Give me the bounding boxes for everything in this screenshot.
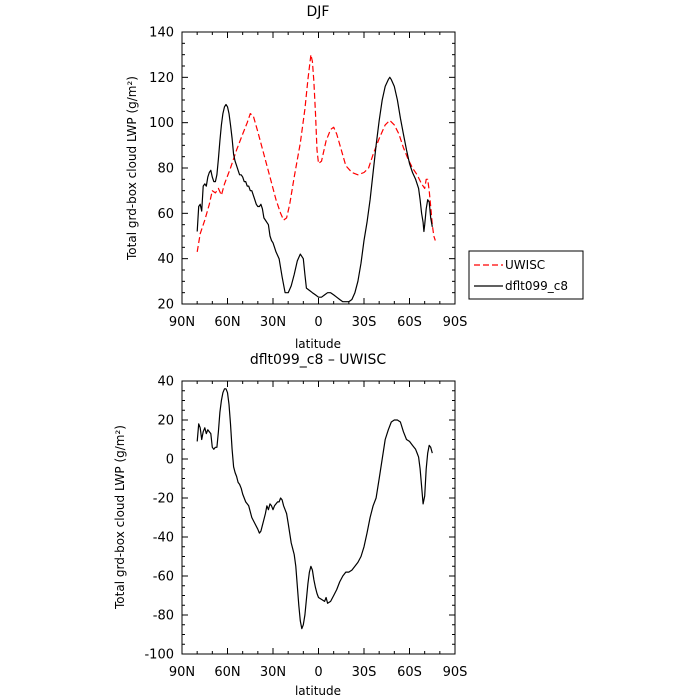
top-y-tick-label: 60	[157, 207, 174, 222]
top-x-tick-label: 60S	[397, 315, 422, 330]
top-x-axis-label: latitude	[295, 337, 341, 351]
top-x-tick-label: 30N	[260, 315, 286, 330]
bottom-x-tick-label: 90N	[169, 665, 195, 680]
top-series-dflt099-c8	[196, 76, 433, 303]
legend-label-uwisc: UWISC	[505, 258, 545, 272]
bottom-x-tick-label: 60S	[397, 665, 422, 680]
bottom-y-tick-label: 0	[166, 453, 174, 468]
legend: UWISC dflt099_c8	[468, 250, 584, 300]
top-y-tick-label: 120	[149, 71, 174, 86]
bottom-y-tick-label: -60	[153, 570, 174, 585]
bottom-chart: dflt099_c8 – UWISC 90N 60N 30N 0 30S 60S 90S -1…	[113, 352, 467, 698]
bottom-x-tick-label: 60N	[214, 665, 240, 680]
top-y-axis-label: Total grd-box cloud LWP (g/m²)	[125, 76, 139, 261]
bottom-y-tick-label: -100	[144, 648, 174, 663]
top-series-uwisc	[196, 54, 436, 252]
bottom-x-tick-label: 30S	[352, 665, 377, 680]
bottom-x-tick-label: 90S	[443, 665, 468, 680]
top-x-tick-label: 90N	[169, 315, 195, 330]
legend-label-dflt099-c8: dflt099_c8	[505, 279, 568, 293]
bottom-y-tick-label: -80	[153, 609, 174, 624]
bottom-series-difference	[196, 388, 433, 630]
bottom-y-tick-label: -40	[153, 531, 174, 546]
bottom-y-axis-label: Total grd-box cloud LWP (g/m²)	[113, 425, 127, 610]
bottom-y-tick-label: 20	[157, 414, 174, 429]
bottom-x-axis-label: latitude	[295, 684, 341, 698]
top-x-tick-label: 30S	[352, 315, 377, 330]
top-y-tick-label: 20	[157, 298, 174, 313]
top-x-tick-label: 0	[314, 315, 322, 330]
top-x-tick-label: 60N	[214, 315, 240, 330]
bottom-x-tick-label: 30N	[260, 665, 286, 680]
bottom-chart-title: dflt099_c8 – UWISC	[250, 352, 387, 368]
top-y-tick-label: 80	[157, 162, 174, 177]
bottom-y-tick-label: 40	[157, 375, 174, 390]
top-x-tick-label: 90S	[443, 315, 468, 330]
top-y-tick-label: 140	[149, 26, 174, 41]
legend-box	[468, 250, 584, 300]
top-y-tick-label: 100	[149, 116, 174, 131]
bottom-y-tick-label: -20	[153, 492, 174, 507]
top-chart: DJF 90N 60N 30N 0 30S 60S 90S 20 40 60 80 100 120 140…	[125, 4, 584, 351]
bottom-x-tick-label: 0	[314, 665, 322, 680]
top-chart-title: DJF	[307, 4, 330, 20]
top-y-tick-label: 40	[157, 252, 174, 267]
